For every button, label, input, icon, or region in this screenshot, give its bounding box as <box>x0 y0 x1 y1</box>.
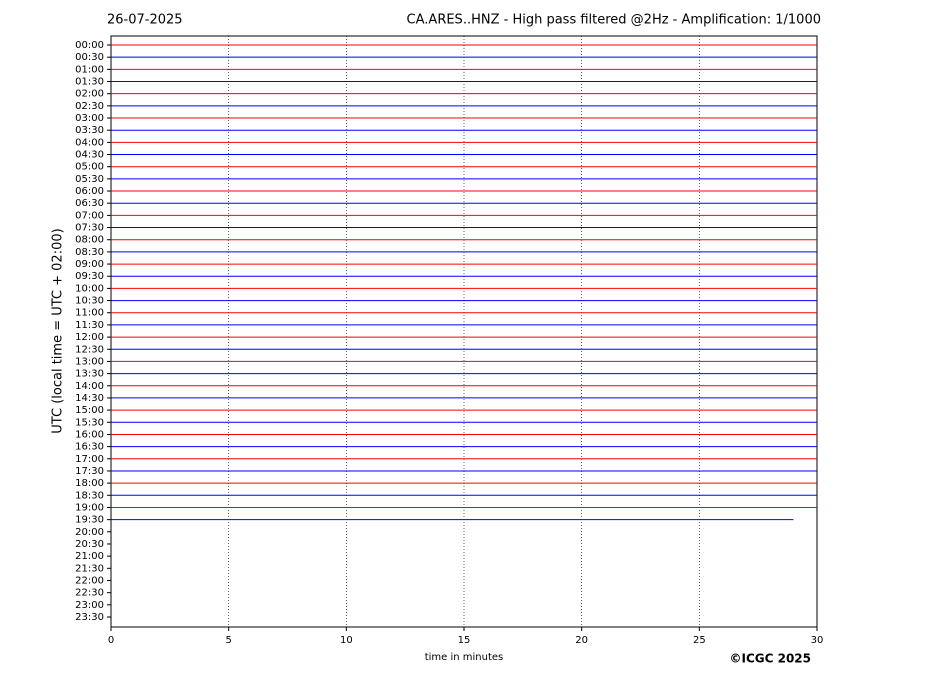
y-tick-label: 18:00 <box>75 478 104 489</box>
y-tick-label: 07:30 <box>75 223 104 234</box>
y-tick-label: 16:00 <box>75 429 104 440</box>
y-tick-label: 19:00 <box>75 502 104 513</box>
x-tick-label: 25 <box>693 635 706 646</box>
y-tick-label: 13:00 <box>75 356 104 367</box>
plot-frame <box>110 35 818 628</box>
x-tick-label: 15 <box>458 635 471 646</box>
y-tick-label: 03:30 <box>75 125 104 136</box>
y-tick-label: 00:00 <box>75 40 104 51</box>
y-tick-label: 06:00 <box>75 186 104 197</box>
y-tick-label: 09:30 <box>75 271 104 282</box>
y-tick-label: 20:00 <box>75 527 104 538</box>
y-tick-label: 11:00 <box>75 308 104 319</box>
y-tick-label: 23:00 <box>75 600 104 611</box>
y-tick-label: 00:30 <box>75 52 104 63</box>
y-tick-label: 22:00 <box>75 575 104 586</box>
y-tick-label: 23:30 <box>75 612 104 623</box>
y-tick-label: 10:00 <box>75 283 104 294</box>
y-tick-label: 15:00 <box>75 405 104 416</box>
y-tick-label: 18:30 <box>75 490 104 501</box>
y-tick-label: 16:30 <box>75 442 104 453</box>
y-tick-label: 05:00 <box>75 162 104 173</box>
x-tick-label: 30 <box>811 635 824 646</box>
y-tick-label: 19:30 <box>75 515 104 526</box>
y-tick-label: 12:00 <box>75 332 104 343</box>
date: 26-07-2025 <box>107 13 183 28</box>
y-tick-label: 03:00 <box>75 113 104 124</box>
x-axis-label: time in minutes <box>425 652 504 663</box>
y-tick-label: 21:30 <box>75 563 104 574</box>
copyright: ©ICGC 2025 <box>729 652 811 666</box>
y-tick-label: 09:00 <box>75 259 104 270</box>
y-tick-label: 17:30 <box>75 466 104 477</box>
y-tick-label: 06:30 <box>75 198 104 209</box>
y-tick-label: 14:00 <box>75 381 104 392</box>
y-tick-label: 21:00 <box>75 551 104 562</box>
y-tick-label: 08:30 <box>75 247 104 258</box>
y-tick-label: 20:30 <box>75 539 104 550</box>
chart-title: CA.ARES..HNZ - High pass filtered @2Hz -… <box>407 13 821 28</box>
y-tick-label: 02:30 <box>75 101 104 112</box>
y-tick-label: 04:00 <box>75 137 104 148</box>
y-tick-label: 13:30 <box>75 369 104 380</box>
y-tick-label: 05:30 <box>75 174 104 185</box>
y-tick-label: 11:30 <box>75 320 104 331</box>
y-tick-label: 08:00 <box>75 235 104 246</box>
y-tick-label: 10:30 <box>75 296 104 307</box>
y-tick-label: 01:00 <box>75 64 104 75</box>
y-tick-label: 15:30 <box>75 417 104 428</box>
y-tick-label: 02:00 <box>75 89 104 100</box>
x-tick-label: 10 <box>340 635 353 646</box>
y-tick-label: 07:00 <box>75 210 104 221</box>
y-tick-label: 14:30 <box>75 393 104 404</box>
y-tick-label: 01:30 <box>75 77 104 88</box>
y-tick-label: 22:30 <box>75 588 104 599</box>
y-axis-label: UTC (local time = UTC + 02:00) <box>51 228 66 433</box>
x-tick-label: 0 <box>108 635 114 646</box>
x-tick-label: 5 <box>225 635 231 646</box>
y-tick-label: 04:30 <box>75 150 104 161</box>
y-tick-label: 17:00 <box>75 454 104 465</box>
y-tick-label: 12:30 <box>75 344 104 355</box>
x-tick-label: 20 <box>575 635 588 646</box>
